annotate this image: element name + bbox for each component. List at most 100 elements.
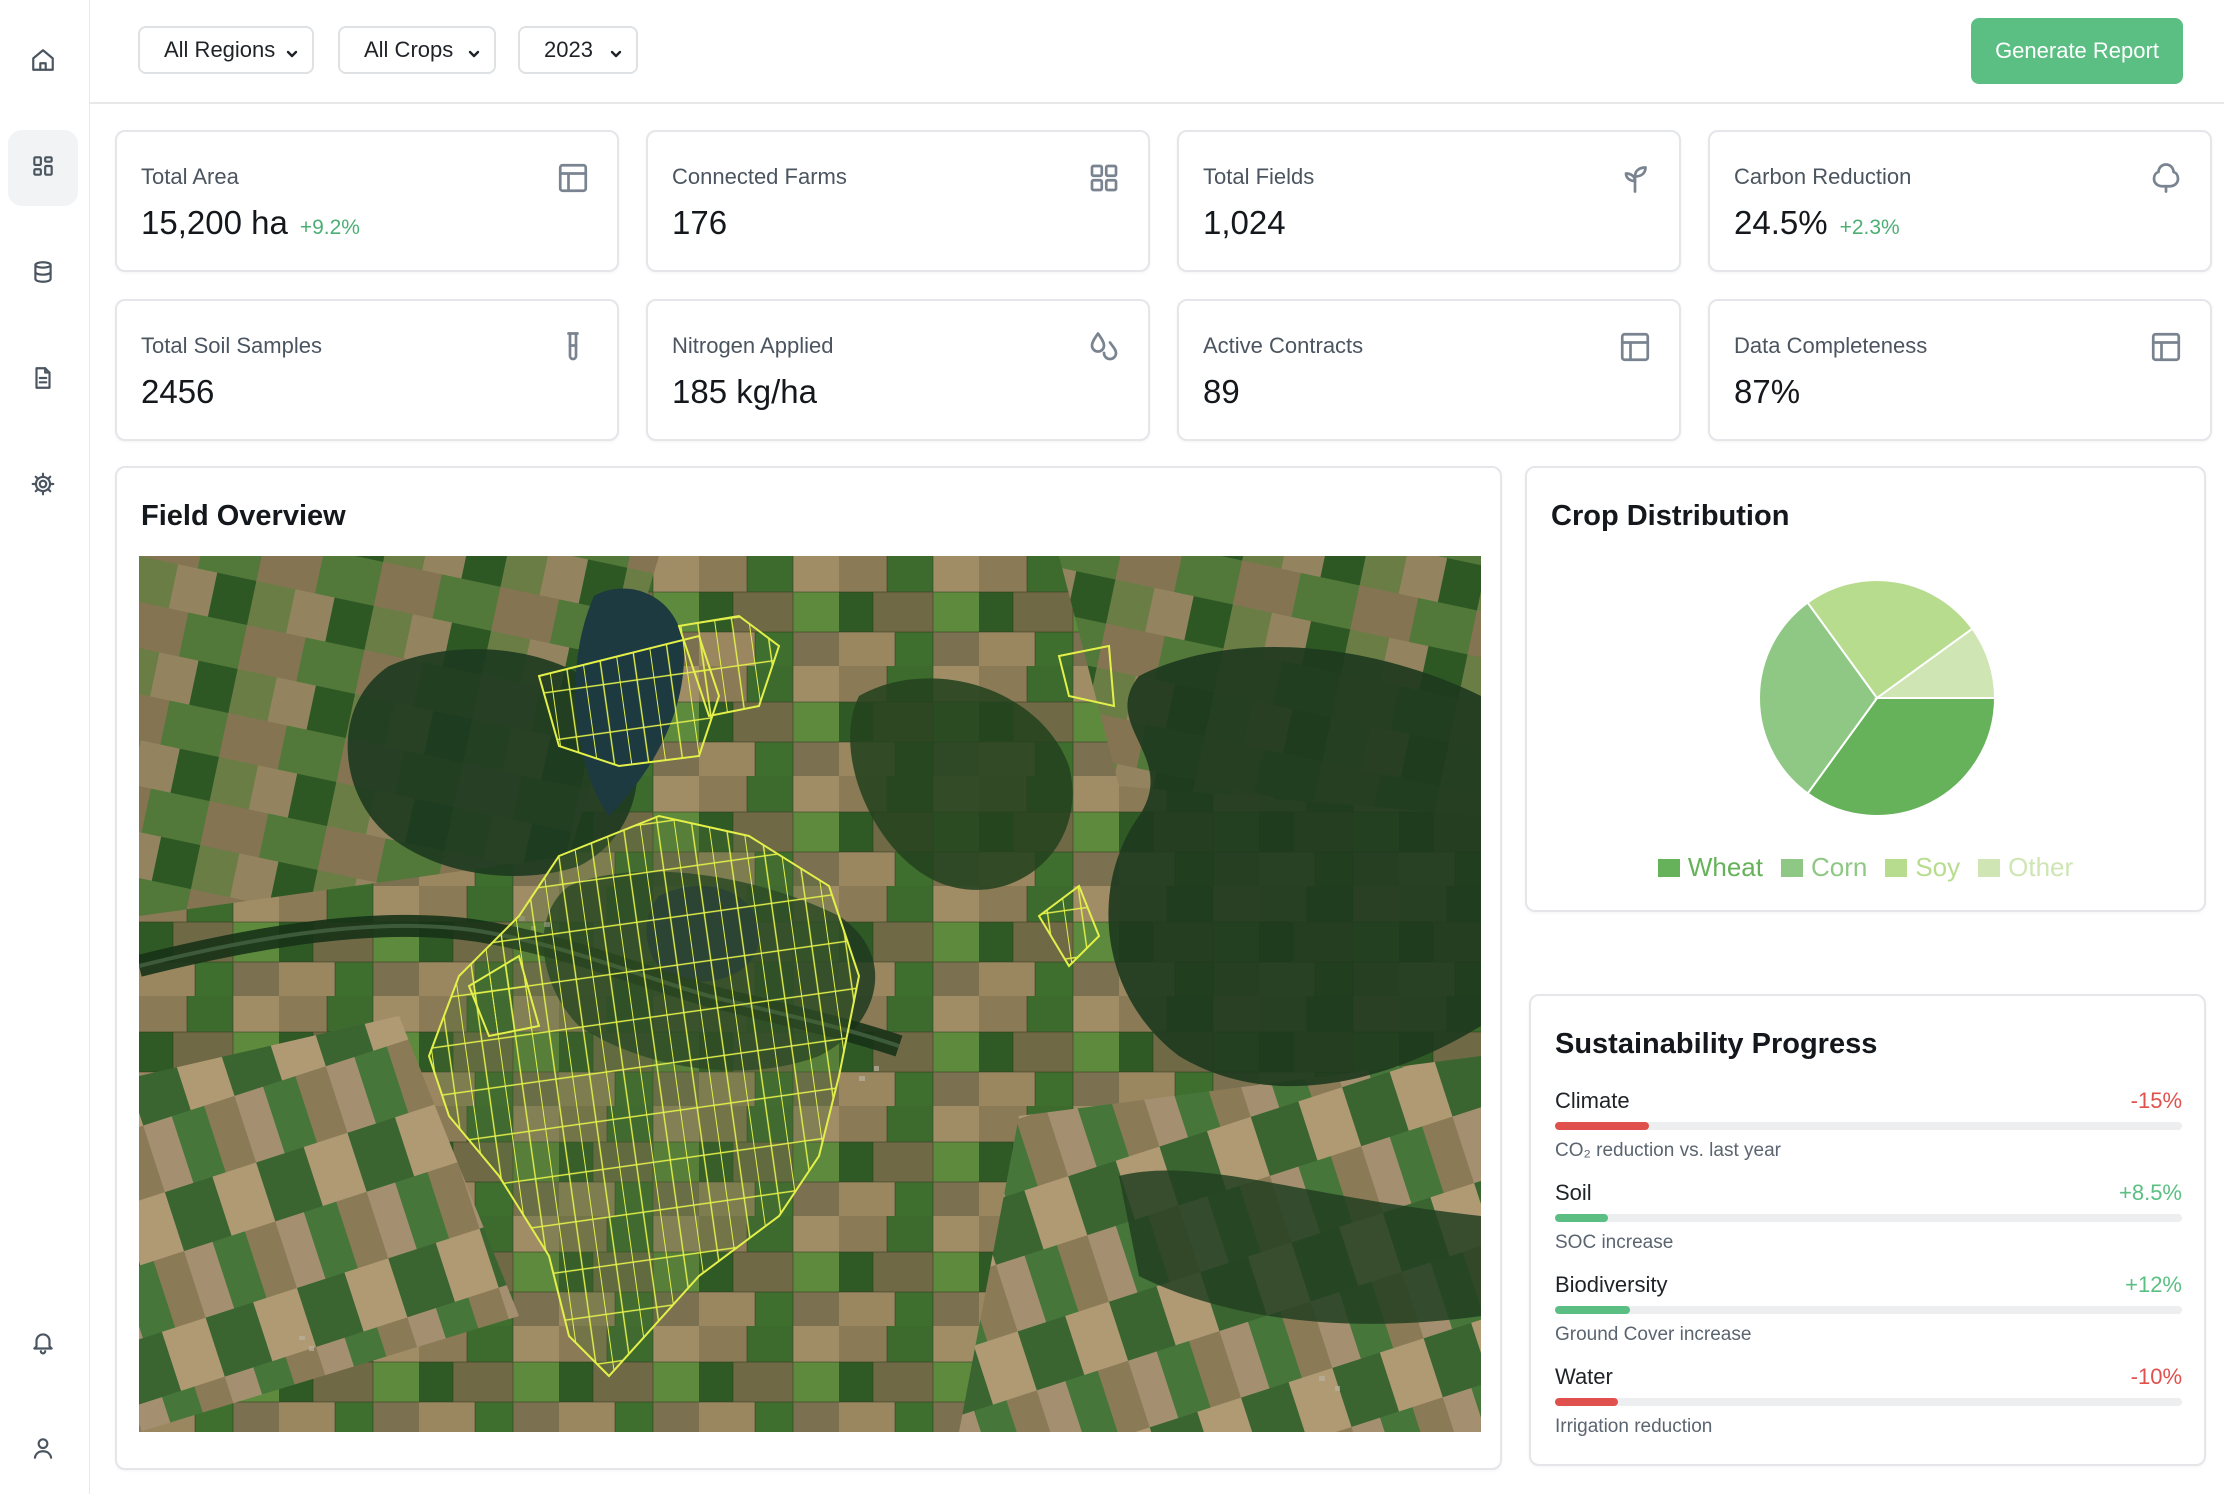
stat-delta: +2.3% xyxy=(1839,216,1900,239)
stat-value: 15,200 ha xyxy=(141,204,288,241)
region-select-value: All Regions xyxy=(164,37,276,62)
stat-value-row: 185 kg/ha xyxy=(672,373,829,411)
legend-item-wheat[interactable]: Wheat xyxy=(1657,852,1763,883)
stat-value: 24.5% xyxy=(1734,204,1828,241)
layout-icon xyxy=(2148,329,2184,365)
metric-soil: Soil +8.5% SOC increase xyxy=(1555,1180,2182,1272)
legend-swatch xyxy=(1657,858,1680,877)
stat-value-row: 1,024 xyxy=(1203,204,1298,242)
nav-home[interactable] xyxy=(8,24,78,100)
metric-progress-fill xyxy=(1555,1398,1618,1406)
legend-item-other[interactable]: Other xyxy=(1978,852,2073,883)
metric-name: Soil xyxy=(1555,1180,1592,1205)
nav-profile[interactable] xyxy=(8,1412,78,1488)
stat-value: 176 xyxy=(672,204,728,241)
stat-value: 185 kg/ha xyxy=(672,373,817,410)
farm-parcels xyxy=(427,614,1116,1378)
crop-pie-chart xyxy=(1758,579,1997,817)
stat-card: Connected Farms 176 xyxy=(646,130,1150,272)
stat-card: Total Soil Samples 2456 xyxy=(115,299,619,441)
stat-delta: +9.2% xyxy=(299,216,360,239)
stat-value-row: 87% xyxy=(1734,373,1812,411)
legend-swatch xyxy=(1885,858,1908,877)
metric-name: Biodiversity xyxy=(1555,1272,1668,1297)
stat-value: 87% xyxy=(1734,373,1801,410)
sidebar xyxy=(0,0,90,1494)
home-icon xyxy=(30,47,56,78)
nav-database[interactable] xyxy=(8,236,78,312)
stat-card: Nitrogen Applied 185 kg/ha xyxy=(646,299,1150,441)
pie-slice-wheat[interactable] xyxy=(1806,697,1997,817)
crop-select-value: All Crops xyxy=(364,37,454,62)
sustainability-card: Sustainability Progress Climate -15% CO₂ r… xyxy=(1529,994,2206,1466)
metric-description: Ground Cover increase xyxy=(1555,1324,1752,1345)
nav-documents[interactable] xyxy=(8,342,78,418)
stat-label: Total Area xyxy=(141,164,239,189)
chevron-down-icon xyxy=(284,42,300,58)
metric-value: -10% xyxy=(2130,1364,2182,1389)
stat-value-row: 176 xyxy=(672,204,739,242)
legend-label: Soy xyxy=(1915,852,1961,882)
dashboard-icon xyxy=(30,153,56,184)
layout-icon xyxy=(1617,329,1653,365)
legend-item-soy[interactable]: Soy xyxy=(1885,852,1960,883)
stat-label: Total Fields xyxy=(1203,164,1315,189)
stat-card: Total Area 15,200 ha +9.2% xyxy=(115,130,619,272)
crop-legend: Wheat Corn Soy Other xyxy=(1527,852,2204,883)
metric-description: SOC increase xyxy=(1555,1232,1674,1253)
field-overview-card: Field Overview xyxy=(115,466,1502,1470)
legend-swatch xyxy=(1780,858,1803,877)
stat-value: 89 xyxy=(1203,373,1240,410)
nav-settings[interactable] xyxy=(8,448,78,524)
sprout-icon xyxy=(1617,160,1653,196)
document-icon xyxy=(30,365,56,396)
pie-slice-other[interactable] xyxy=(1873,627,1997,699)
metric-progress-track xyxy=(1555,1214,2182,1222)
crop-distribution-card: Crop Distribution Wheat Corn Soy Other xyxy=(1525,466,2206,912)
metric-climate: Climate -15% CO₂ reduction vs. last year xyxy=(1555,1088,2182,1180)
gear-icon xyxy=(30,471,56,502)
stat-label: Total Soil Samples xyxy=(141,333,322,358)
chevron-down-icon xyxy=(608,42,624,58)
metric-progress-track xyxy=(1555,1398,2182,1406)
pie-slice-corn[interactable] xyxy=(1758,601,1879,795)
stat-value: 1,024 xyxy=(1203,204,1286,241)
metric-value: +12% xyxy=(2125,1272,2182,1297)
stat-value: 2456 xyxy=(141,373,215,410)
droplets-icon xyxy=(1086,329,1122,365)
year-select-value: 2023 xyxy=(544,37,593,62)
legend-label: Corn xyxy=(1810,852,1868,882)
legend-item-corn[interactable]: Corn xyxy=(1780,852,1868,883)
tree-icon xyxy=(2148,160,2184,196)
stat-label: Data Completeness xyxy=(1734,333,1928,358)
metric-progress-fill xyxy=(1555,1306,1631,1314)
sustainability-title: Sustainability Progress xyxy=(1555,1028,1878,1060)
stat-card: Total Fields 1,024 xyxy=(1177,130,1681,272)
metric-description: CO₂ reduction vs. last year xyxy=(1555,1140,1781,1161)
grid-icon xyxy=(1086,160,1122,196)
year-select[interactable]: 2023 xyxy=(518,26,638,74)
stat-value-row: 89 xyxy=(1203,373,1252,411)
nav-notifications[interactable] xyxy=(8,1306,78,1382)
field-map[interactable] xyxy=(139,556,1481,1432)
nav-dashboard[interactable] xyxy=(8,130,78,206)
metric-progress-track xyxy=(1555,1306,2182,1314)
metric-name: Water xyxy=(1555,1364,1613,1389)
stat-value-row: 2456 xyxy=(141,373,226,411)
user-icon xyxy=(30,1435,56,1466)
metric-progress-fill xyxy=(1555,1122,1650,1130)
metric-water: Water -10% Irrigation reduction xyxy=(1555,1364,2182,1456)
metric-biodiversity: Biodiversity +12% Ground Cover increase xyxy=(1555,1272,2182,1364)
generate-report-button[interactable]: Generate Report xyxy=(1971,18,2183,84)
crop-select[interactable]: All Crops xyxy=(338,26,496,74)
metric-value: -15% xyxy=(2130,1088,2182,1113)
chevron-down-icon xyxy=(466,42,482,58)
stat-card: Active Contracts 89 xyxy=(1177,299,1681,441)
database-icon xyxy=(30,259,56,290)
field-overview-title: Field Overview xyxy=(141,500,346,532)
region-select[interactable]: All Regions xyxy=(138,26,314,74)
stat-value-row: 15,200 ha +9.2% xyxy=(141,204,360,242)
layout-icon xyxy=(555,160,591,196)
metric-description: Irrigation reduction xyxy=(1555,1416,1713,1437)
pie-slice-soy[interactable] xyxy=(1806,579,1974,700)
